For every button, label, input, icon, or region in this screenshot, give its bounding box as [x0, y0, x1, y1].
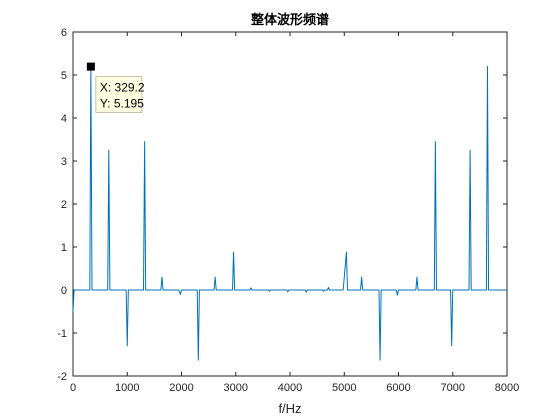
x-tick-label: 5000 — [332, 382, 356, 394]
y-tick-label: 2 — [61, 199, 67, 211]
spectrum-series-line — [72, 65, 507, 361]
x-tick-label: 0 — [70, 382, 76, 394]
tick-labels: 0 1000 2000 3000 4000 5000 6000 7000 8000 -2 -1 0 1 2… — [57, 27, 519, 394]
x-tick-label: 2000 — [169, 382, 193, 394]
x-tick-label: 7000 — [441, 382, 465, 394]
y-tick-label: 0 — [61, 285, 67, 297]
y-tick-label: 4 — [61, 113, 67, 125]
chart-title: 整体波形频谱 — [250, 12, 329, 28]
datatip-x-text: X: 329.2 — [100, 81, 145, 95]
y-tick-label: -1 — [57, 328, 67, 340]
y-tick-label: -2 — [57, 371, 67, 383]
datatip-box — [95, 76, 143, 114]
x-tick-label: 6000 — [386, 382, 410, 394]
axis-ticks — [72, 31, 508, 377]
y-tick-label: 1 — [61, 242, 67, 254]
x-tick-label: 1000 — [115, 382, 139, 394]
y-tick-label: 3 — [61, 156, 67, 168]
y-tick-label: 5 — [61, 70, 67, 82]
x-tick-label: 8000 — [495, 382, 519, 394]
datatip-y-text: Y: 5.195 — [100, 97, 144, 111]
y-tick-label: 6 — [61, 27, 67, 39]
datatip-marker[interactable] — [86, 62, 95, 71]
x-tick-label: 3000 — [224, 382, 248, 394]
datatip[interactable]: X: 329.2 Y: 5.195 — [86, 62, 145, 114]
x-tick-label: 4000 — [278, 382, 302, 394]
x-axis-label: f/Hz — [278, 401, 301, 416]
